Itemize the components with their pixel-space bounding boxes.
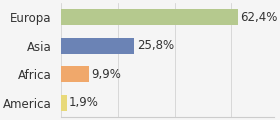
Bar [61,95,67,111]
Text: 62,4%: 62,4% [241,11,278,24]
Text: 25,8%: 25,8% [137,39,174,52]
Bar [61,9,238,25]
Bar [61,66,89,82]
Text: 1,9%: 1,9% [69,96,99,109]
Bar [61,38,134,54]
Text: 9,9%: 9,9% [92,68,122,81]
